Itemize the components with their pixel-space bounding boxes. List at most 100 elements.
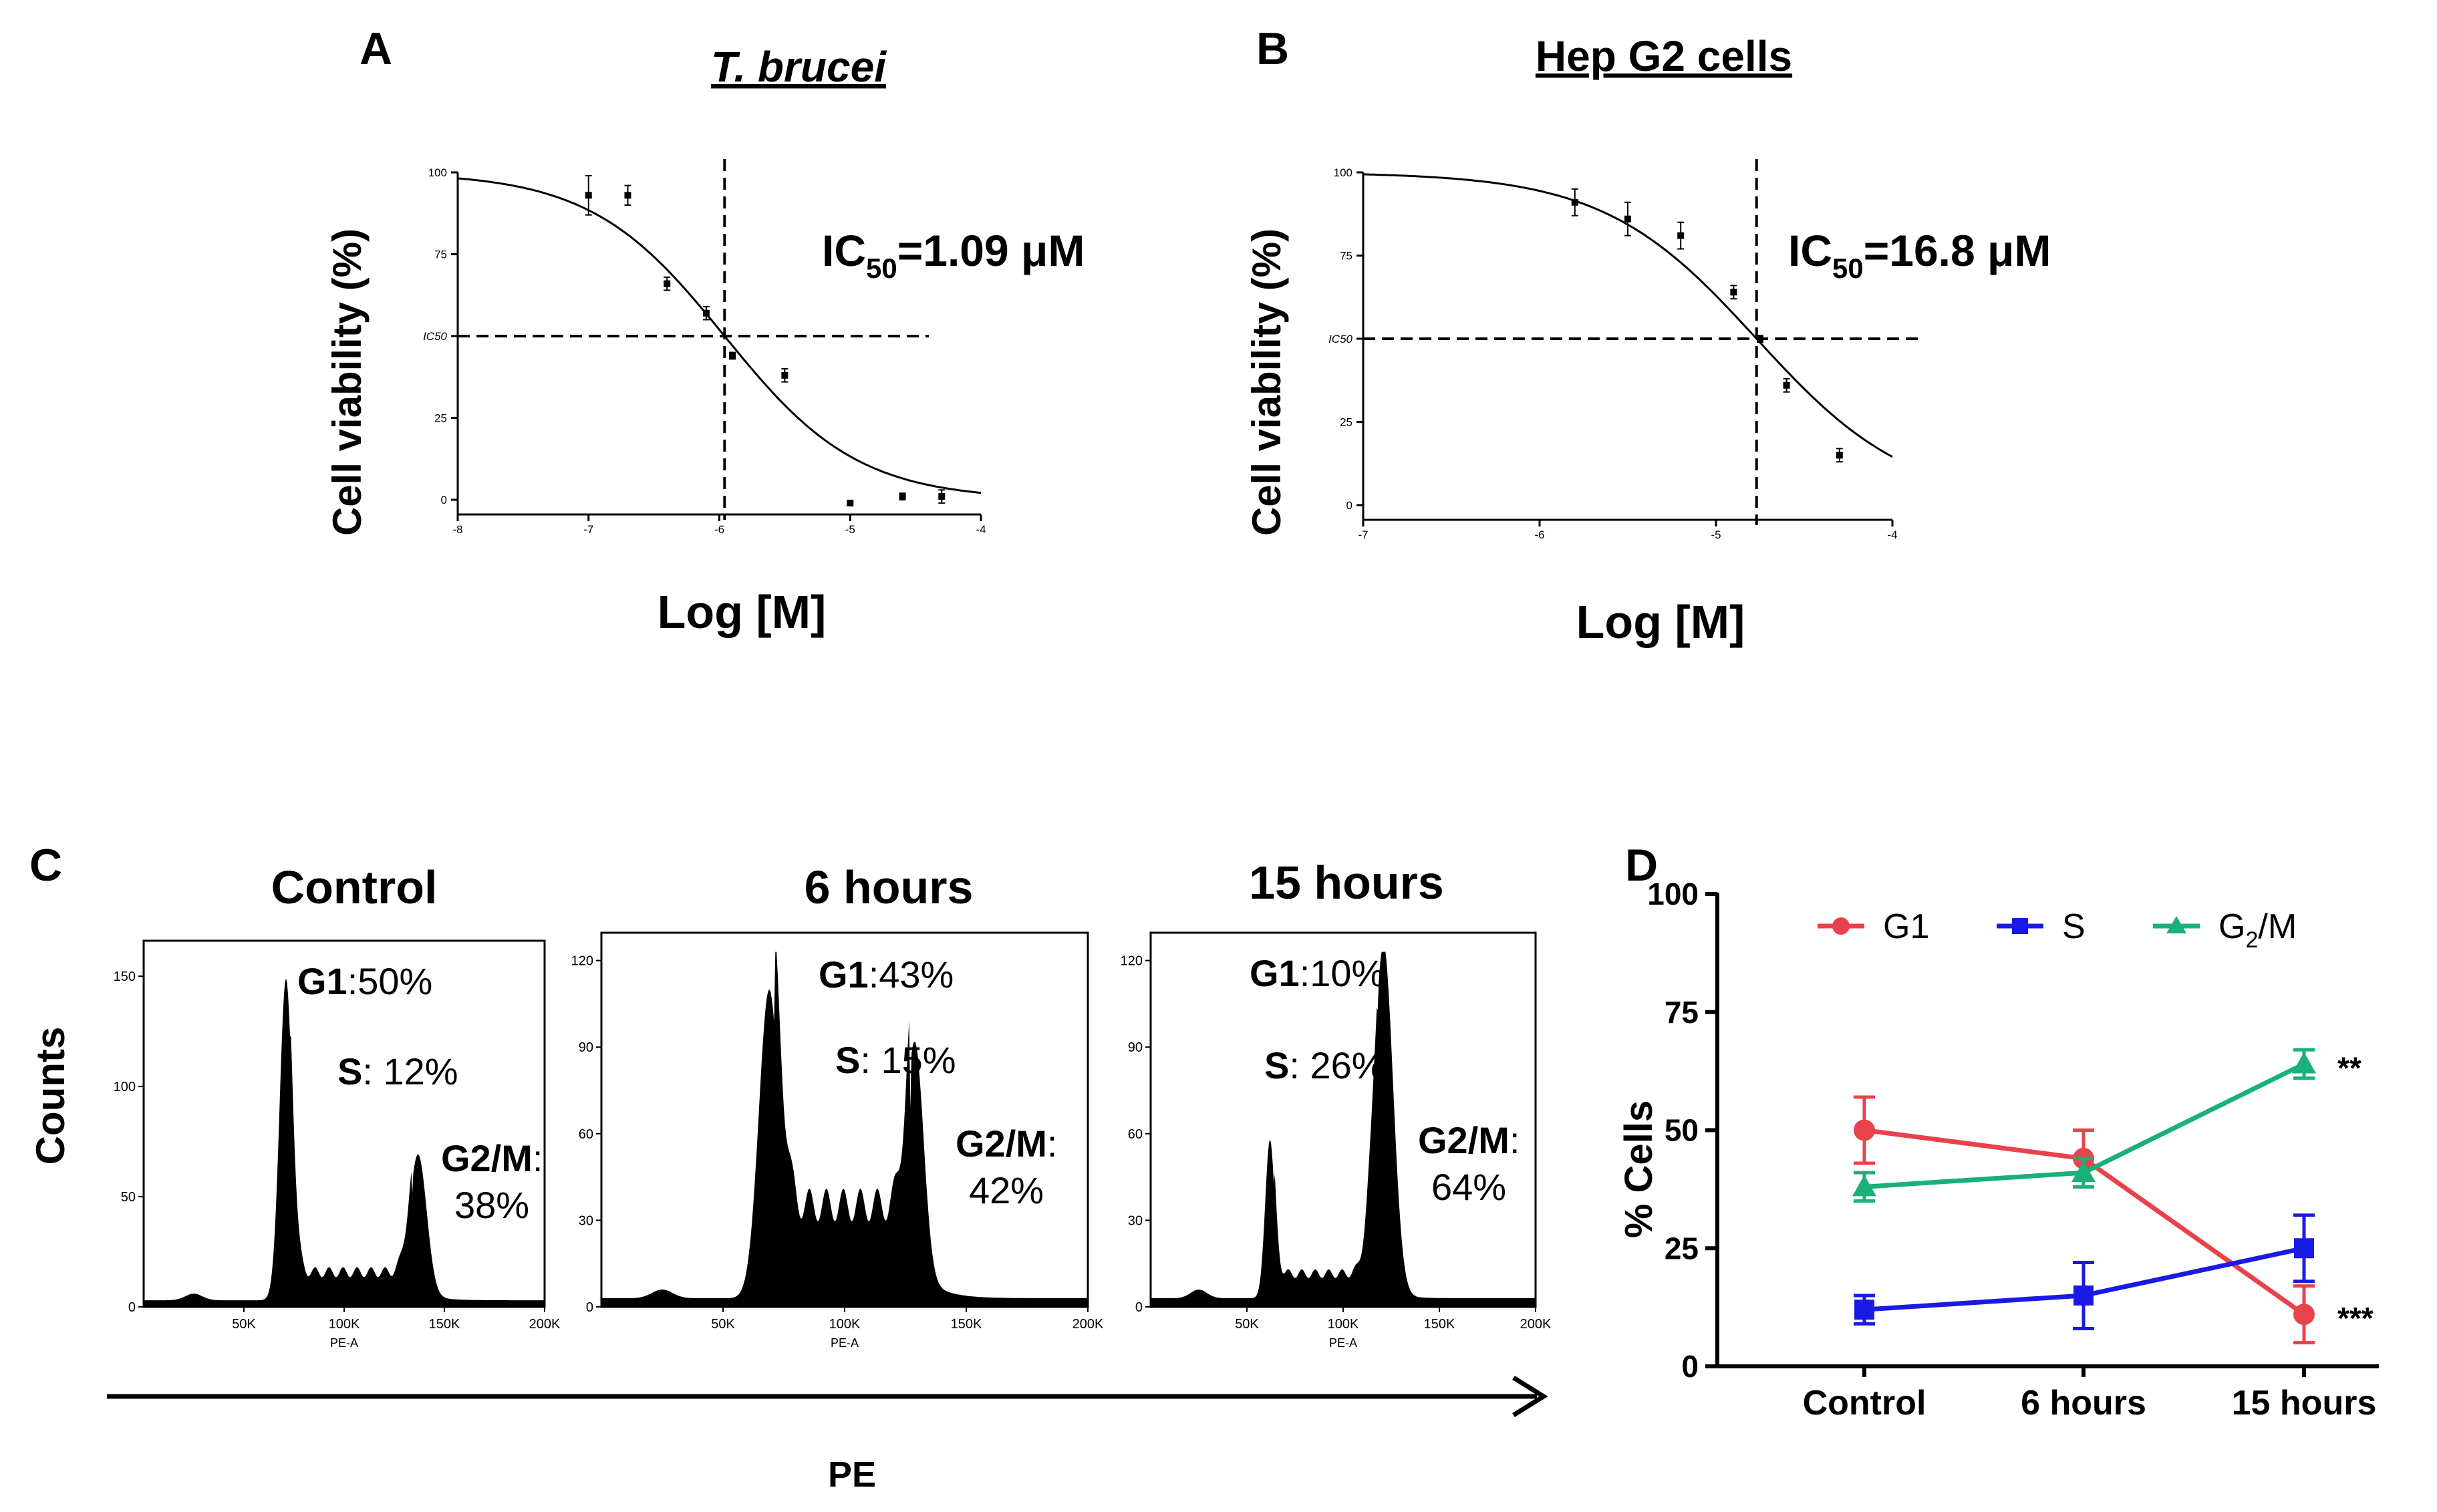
panel-a-ylabel: Cell viability (%) (325, 229, 370, 536)
fitted-curve (457, 177, 982, 494)
g2m-name: G2/M (441, 1137, 533, 1179)
x-tick-label: -4 (976, 523, 986, 536)
g1-name: G1 (1250, 952, 1300, 994)
data-point (729, 352, 736, 359)
y-tick-label: 100 (428, 166, 447, 179)
legend: G1 S G2/M (1818, 907, 2297, 953)
g2m-label: G2/M: (1418, 1119, 1520, 1161)
x-tick-label: -6 (714, 523, 724, 536)
x-axis-label: PE-A (330, 1336, 358, 1350)
g2m-label: G2/M: (441, 1137, 543, 1179)
significance-g1: *** (2337, 1301, 2374, 1336)
x-axis-label: PE-A (1329, 1336, 1357, 1350)
x-tick-label: Control (1803, 1384, 1926, 1422)
data-point (847, 499, 854, 506)
x-tick-label: 150K (951, 1317, 982, 1332)
x-tick-label: 100K (329, 1317, 360, 1332)
g1-name: G1 (819, 953, 869, 996)
y-tick-label: 75 (1340, 250, 1352, 263)
y-tick-label: 75 (1665, 995, 1699, 1030)
data-point (2073, 1285, 2094, 1306)
y-tick-label: 120 (1121, 954, 1143, 969)
y-tick-label: 50 (121, 1190, 136, 1205)
data-point (1677, 232, 1685, 239)
y-tick-label: 50 (1665, 1113, 1699, 1148)
panel-d-ylabel: % Cells (1617, 1100, 1661, 1238)
panel-b-ic50-annotation: IC50=16.8 μM (1788, 226, 2051, 284)
histogram-area (601, 951, 1088, 1307)
x-tick-label: 50K (232, 1317, 256, 1332)
panel-b-xlabel: Log [M] (1576, 596, 1745, 648)
y-tick-label: 0 (1681, 1349, 1699, 1384)
data-point (899, 493, 906, 500)
panel-letter-d: D (1625, 840, 1658, 891)
data-point (1730, 289, 1737, 296)
panel-b-dose-response: Hep G2 cells Cell viability (%) Log [M] … (1244, 32, 2051, 648)
x-tick-label: 200K (1072, 1317, 1104, 1332)
y-tick-label: 30 (1128, 1213, 1143, 1228)
data-point (585, 192, 592, 199)
x-tick-label: 200K (529, 1317, 561, 1332)
panel-b-ylabel: Cell viability (%) (1244, 229, 1289, 536)
x-tick-label: 100K (1328, 1317, 1359, 1332)
y-tick-label: IC50 (1328, 333, 1352, 345)
legend-name: S (2062, 907, 2086, 946)
legend-marker (2166, 916, 2186, 933)
x-tick-label: 150K (429, 1317, 460, 1332)
x-tick-label: -6 (1534, 528, 1544, 541)
x-tick-label: -7 (583, 523, 593, 536)
x-tick-label: 200K (1520, 1317, 1552, 1332)
series-s (1854, 1213, 2315, 1330)
panel-a-title: T. brucei (711, 43, 887, 91)
g2m-percent: 64% (1431, 1166, 1506, 1208)
legend-label: S (2062, 907, 2086, 946)
histogram-3: 15 hours 0 30 60 90 120 50K 100K 150K 200K PE-A G1:… (1121, 857, 1552, 1350)
g2m-name: G2/M (1418, 1119, 1510, 1161)
g2m-value: : (1047, 1122, 1058, 1165)
panel-letter-c: C (29, 840, 62, 891)
panel-a-dose-response: T. brucei Cell viability (%) Log [M] IC5… (325, 43, 1085, 638)
data-point (702, 309, 710, 317)
panel-c-ylabel: Counts (28, 1027, 73, 1165)
legend-label: G1 (1883, 907, 1929, 946)
pe-axis-arrow-head (1512, 1376, 1548, 1417)
histogram-title: Control (271, 861, 438, 913)
x-tick-label: -5 (1711, 528, 1721, 541)
legend-marker (1832, 917, 1850, 935)
s-name: S (337, 1050, 362, 1092)
data-point (1854, 1300, 1874, 1320)
x-tick-label: 100K (829, 1317, 861, 1332)
s-value: : 26% (1289, 1044, 1385, 1086)
s-value: : 12% (362, 1050, 458, 1092)
series-g (1852, 1048, 2316, 1203)
data-point (2071, 1161, 2096, 1183)
ic50-subscript: 50 (866, 253, 897, 284)
y-tick-label: 25 (434, 412, 447, 425)
y-tick-label: 25 (1340, 416, 1352, 429)
s-label: S: 15% (835, 1039, 956, 1081)
y-tick-label: 0 (128, 1300, 136, 1315)
y-tick-label: 90 (579, 1040, 593, 1055)
data-point (624, 192, 631, 199)
panel-a-xlabel: Log [M] (658, 586, 827, 638)
g1-value: :10% (1300, 952, 1385, 994)
g2m-percent: 38% (454, 1184, 529, 1226)
g2m-label: G2/M: (956, 1122, 1057, 1165)
legend-label: G2/M (2218, 907, 2297, 953)
data-point (1783, 382, 1790, 389)
y-tick-label: 60 (579, 1127, 593, 1142)
panel-a-ic50-annotation: IC50=1.09 μM (822, 226, 1085, 284)
data-point (1852, 1175, 1876, 1197)
s-label: S: 12% (337, 1050, 458, 1092)
y-tick-label: 100 (1647, 877, 1699, 911)
data-point (1624, 215, 1631, 222)
s-name: S (835, 1039, 860, 1081)
panel-d-cell-cycle-line-chart: % Cells 0 25 50 75 100 Control 6 hours 15 hours… (1617, 877, 2379, 1422)
legend-marker (2012, 918, 2028, 934)
g2m-value: : (533, 1137, 543, 1179)
y-tick-label: 60 (1128, 1127, 1143, 1142)
legend-name: G (2218, 907, 2245, 946)
g1-label: G1:43% (819, 953, 954, 996)
y-tick-label: 0 (1135, 1300, 1143, 1315)
